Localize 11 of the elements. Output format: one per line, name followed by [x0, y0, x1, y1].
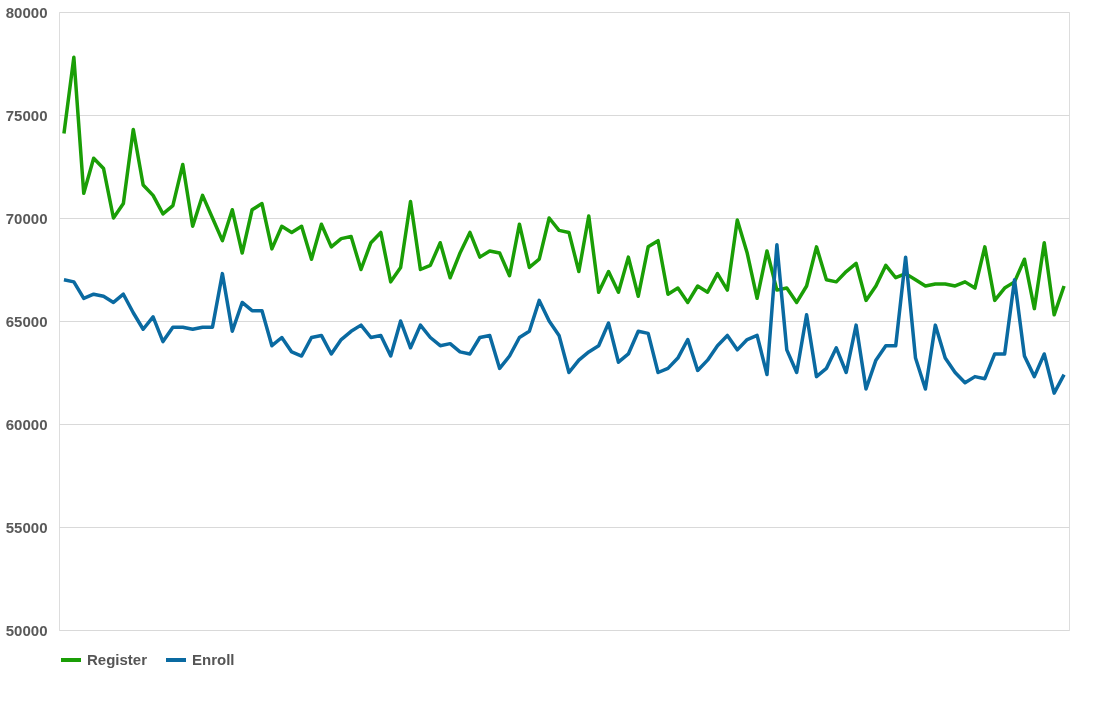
- y-tick-label: 60000: [5, 415, 48, 433]
- y-tick-label: 75000: [5, 106, 48, 124]
- y-tick-label: 80000: [5, 3, 48, 21]
- line-series: [62, 243, 1066, 395]
- legend-label: Register: [87, 651, 148, 668]
- y-tick-label: 65000: [5, 312, 48, 330]
- y-tick-label: 55000: [5, 518, 48, 536]
- line-series: [62, 55, 1066, 317]
- y-tick-label: 50000: [5, 621, 48, 639]
- legend-label: Enroll: [192, 651, 235, 668]
- y-tick-label: 70000: [5, 209, 48, 227]
